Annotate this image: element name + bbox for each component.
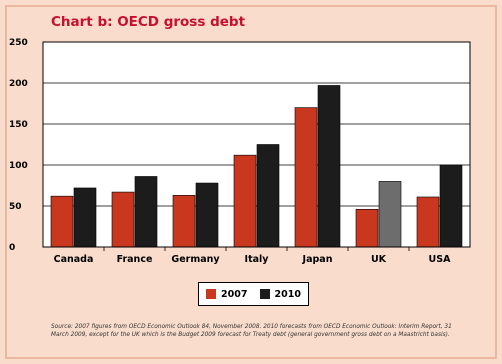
legend-swatch-2010 [259,289,270,299]
source-note: Source: 2007 figures from OECD Economic … [51,324,452,339]
x-label-italy: Italy [245,254,270,265]
y-tick-0: 0 [9,243,15,253]
chart-title: Chart b: OECD gross debt [51,14,246,30]
y-tick-250: 250 [9,38,28,48]
legend-label-2007: 2007 [221,288,248,300]
y-tick-100: 100 [9,161,28,171]
y-tick-200: 200 [9,79,28,89]
legend-swatch-2007 [206,289,217,299]
grid-lines [43,42,470,247]
x-label-france: France [117,254,153,265]
x-label-germany: Germany [171,254,220,265]
plot-border [42,41,471,248]
bar-uk-2010 [378,181,402,248]
bar-italy-2007 [233,154,257,248]
y-tick-labels: 0 50 100 150 200 250 [9,38,28,253]
x-label-japan: Japan [302,254,333,265]
legend: 2007 2010 [198,282,309,306]
bar-italy-2010 [256,144,280,248]
bar-usa-2007 [416,196,440,248]
x-label-usa: USA [429,254,452,265]
bar-france-2007 [111,191,135,248]
bar-usa-2010 [439,164,463,248]
legend-item-2010: 2010 [259,288,301,300]
bar-germany-2010 [195,182,219,248]
bar-canada-2010 [73,187,97,248]
legend-label-2010: 2010 [274,288,301,300]
bar-japan-2007 [294,107,318,248]
plot-area [43,42,470,247]
bar-japan-2010 [317,85,341,248]
x-label-uk: UK [371,254,387,265]
chart-frame [5,5,497,359]
legend-item-2007: 2007 [206,288,248,300]
bar-uk-2007 [355,208,379,248]
x-tick-labels: Canada France Germany Italy Japan UK USA [54,254,451,265]
bar-canada-2007 [50,195,74,248]
axes [42,41,471,251]
bar-france-2010 [134,176,158,248]
y-tick-50: 50 [9,202,22,212]
y-tick-150: 150 [9,120,28,130]
bar-germany-2007 [172,195,196,248]
bars [50,85,463,248]
x-label-canada: Canada [54,254,94,265]
